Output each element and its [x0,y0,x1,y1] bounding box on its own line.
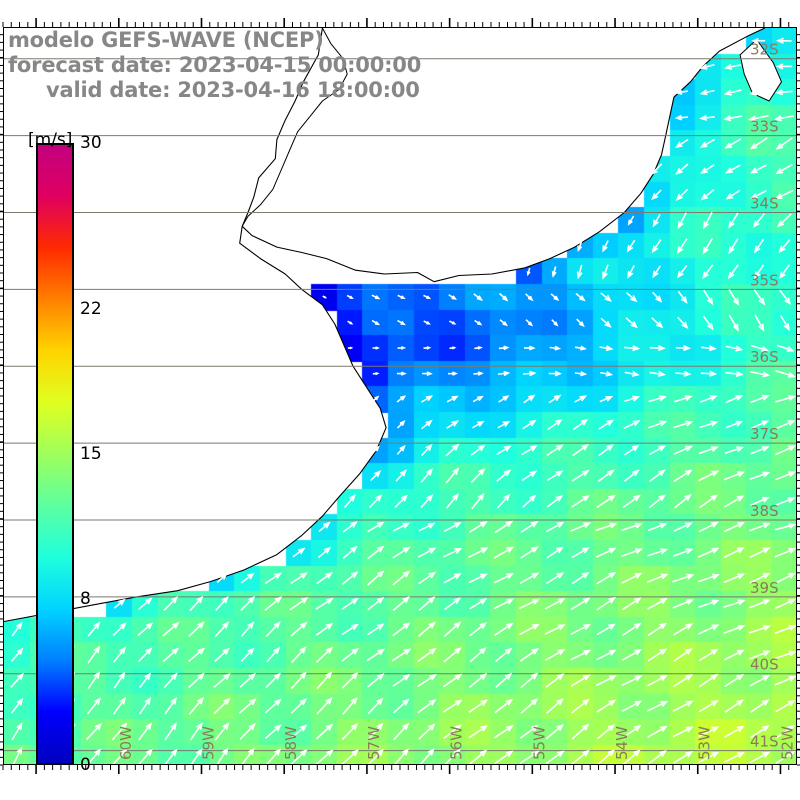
colorbar-gradient [36,143,74,765]
title-block: modelo GEFS-WAVE (NCEP) forecast date: 2… [0,28,520,103]
lon-tick-label: 59W [200,726,218,760]
colorbar-tick-label: 22 [80,298,102,319]
lon-tick-label: 55W [530,726,548,760]
lat-tick-label: 36S [750,348,779,366]
lat-tick-label: 41S [750,733,779,751]
lon-tick-label: 53W [696,726,714,760]
colorbar-tick-label: 0 [80,755,91,775]
forecast-date: forecast date: 2023-04-15 00:00:00 [8,53,422,77]
lat-tick-label: 40S [750,656,779,674]
lon-tick-label: 56W [448,726,466,760]
valid-date: valid date: 2023-04-16 18:00:00 [46,78,420,102]
lat-tick-label: 33S [750,118,779,136]
lat-tick-label: 39S [750,579,779,597]
lon-tick-label: 58W [282,726,300,760]
graticule-labels: 61W60W59W58W57W56W55W54W53W52W32S33S34S3… [34,41,797,760]
lat-tick-label: 37S [750,425,779,443]
colorbar-tick-label: 15 [80,444,102,464]
map-plot-area[interactable]: 61W60W59W58W57W56W55W54W53W52W32S33S34S3… [3,27,797,765]
lat-tick-label: 35S [750,271,779,289]
lon-tick-label: 60W [117,726,135,760]
lon-tick-label: 54W [613,726,631,760]
model-title: modelo GEFS-WAVE (NCEP) [8,28,324,52]
lat-tick-label: 38S [750,502,779,520]
colorbar-unit-label: [m/s] [28,130,73,150]
colorbar-tick-label: 8 [80,589,91,610]
lat-tick-label: 34S [750,195,779,213]
lon-tick-label: 52W [779,726,797,760]
lon-tick-label: 57W [365,726,383,760]
lat-tick-label: 32S [750,41,779,59]
colorbar-tick-label: 30 [80,133,102,153]
colorbar [36,143,74,765]
